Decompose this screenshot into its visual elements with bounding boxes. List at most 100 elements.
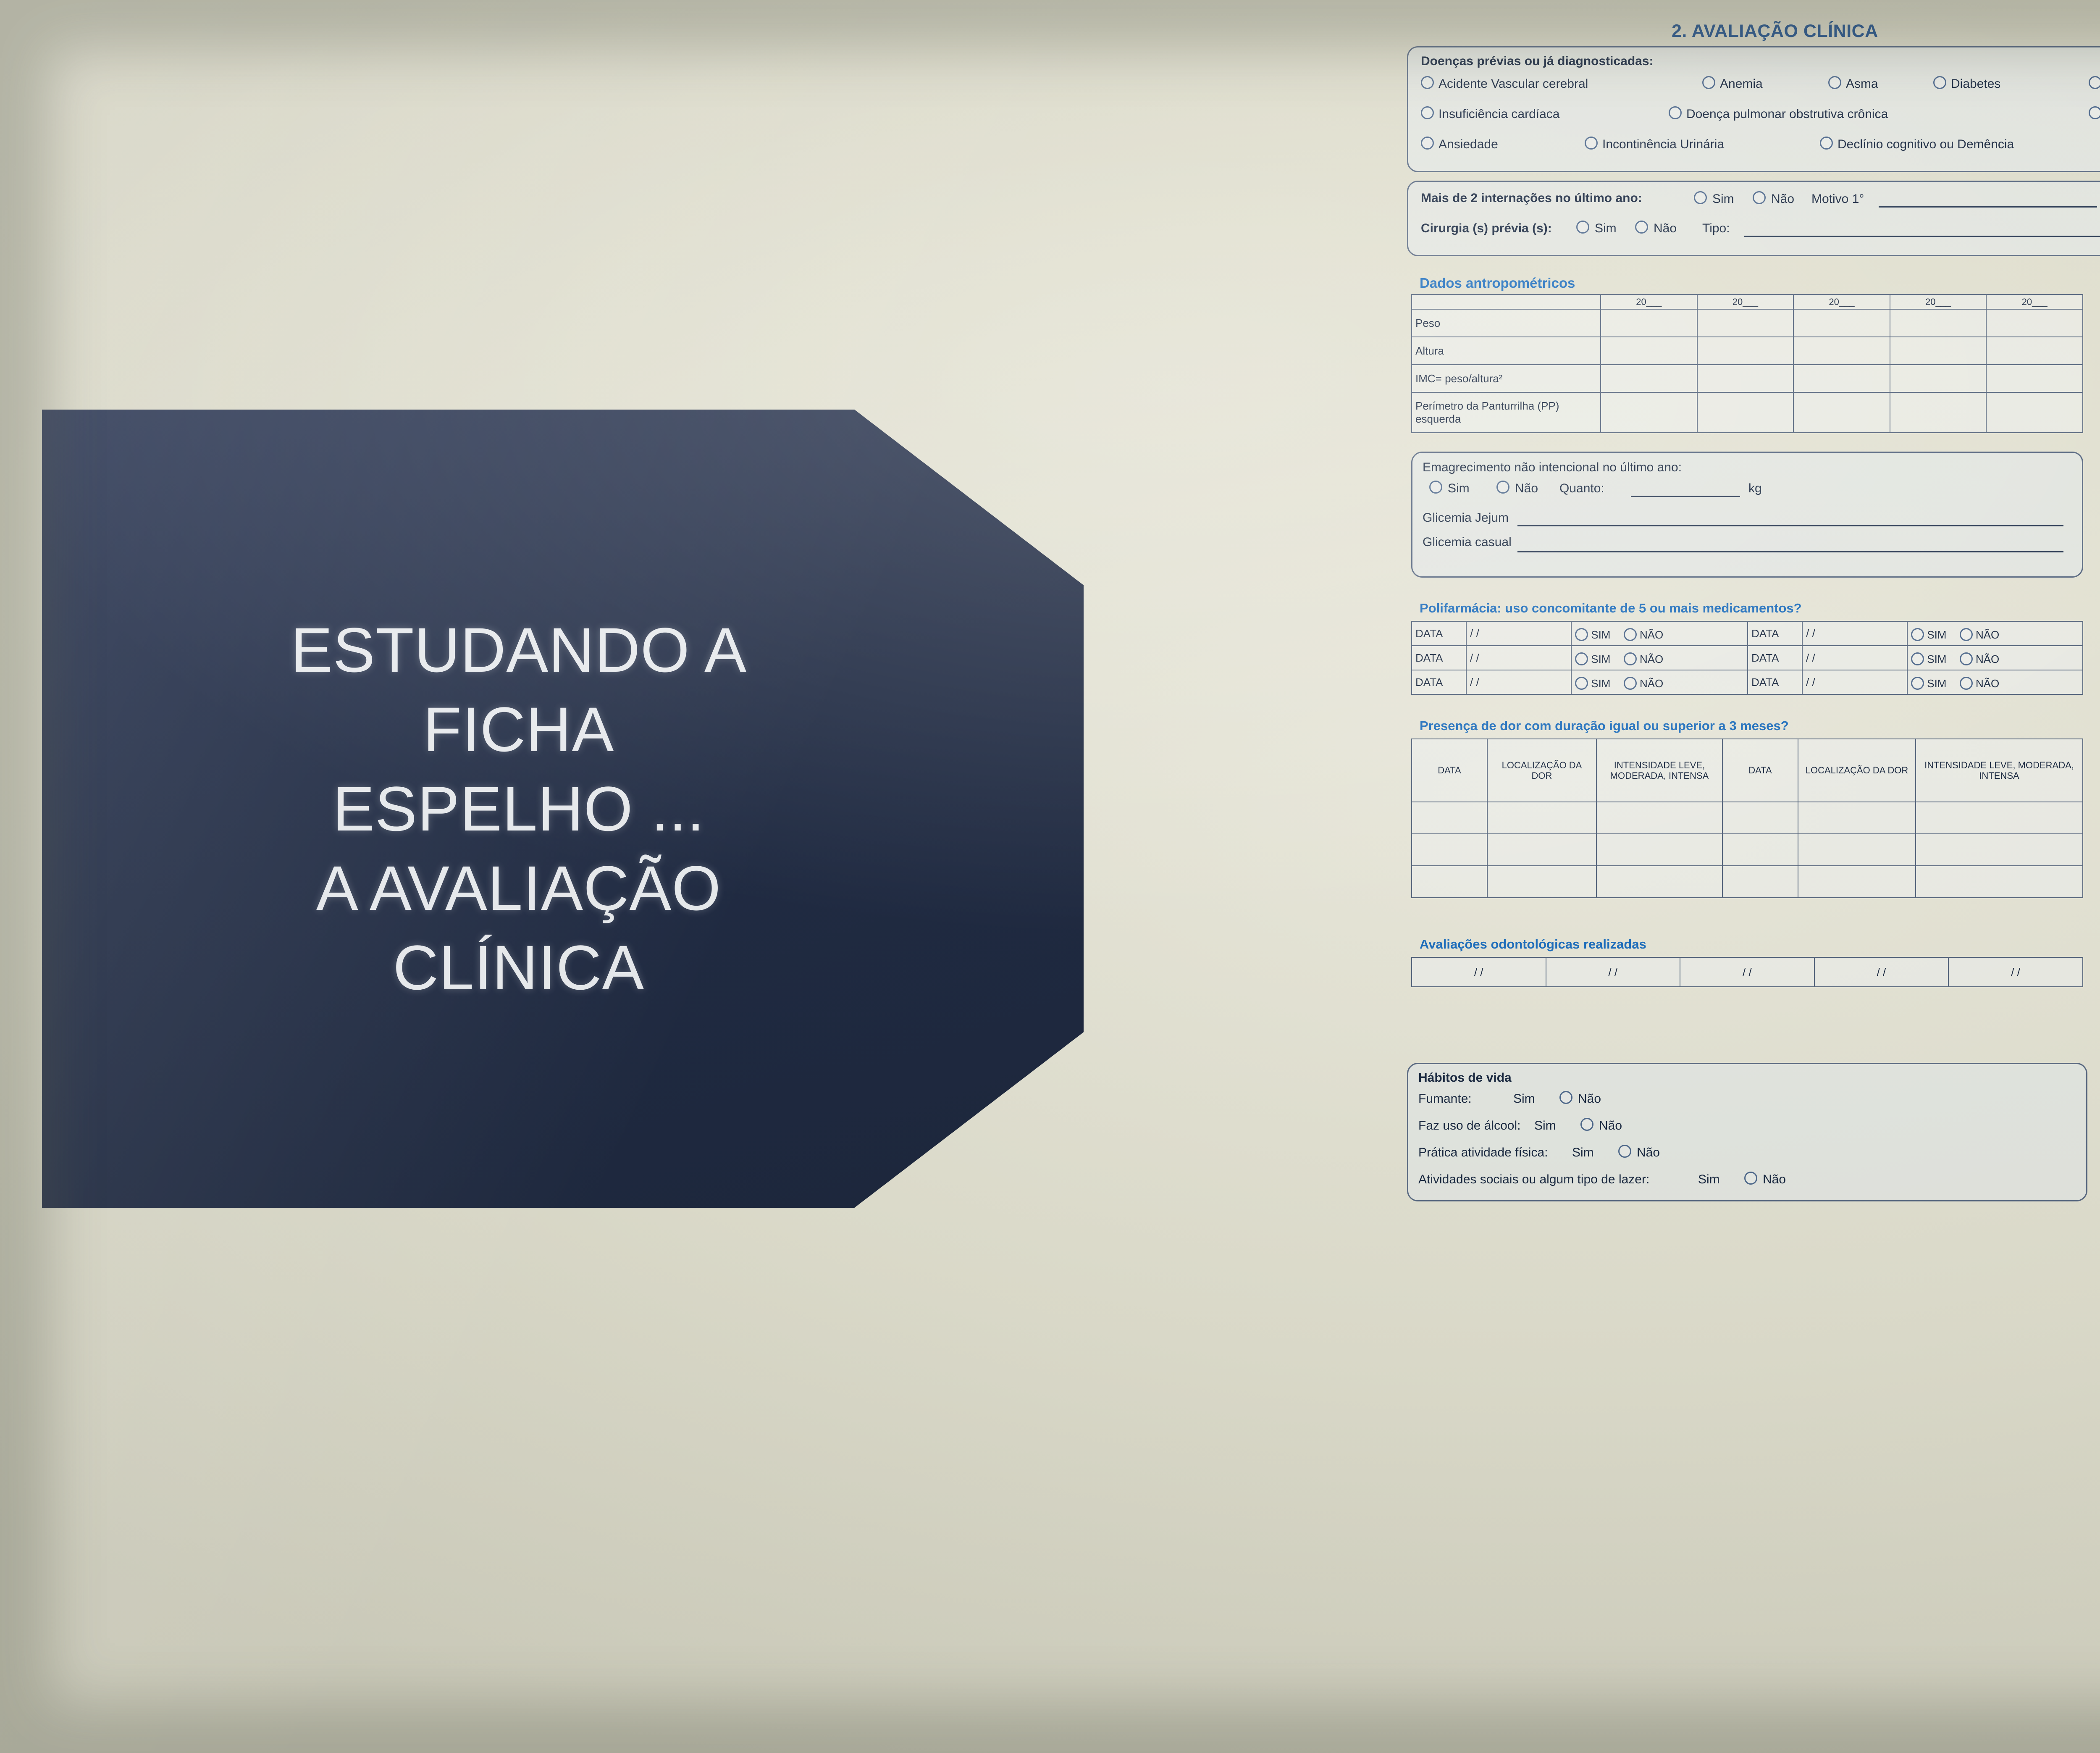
glicemia-casual-label: Glicemia casual [1423, 535, 1512, 549]
poly-date-value[interactable]: / / [1466, 645, 1572, 670]
radio-diabetes[interactable] [1933, 76, 1946, 89]
cell[interactable] [1986, 309, 2083, 338]
dental-cell-1[interactable]: / / [1411, 957, 1546, 987]
cell[interactable] [1986, 336, 2083, 365]
cell[interactable] [1793, 336, 1890, 365]
cell[interactable] [1596, 865, 1723, 898]
radio-poly-no[interactable] [1623, 652, 1637, 665]
radio-poly-yes[interactable] [1575, 652, 1588, 665]
poly-date-value-2[interactable]: / / [1802, 670, 1908, 695]
radio-declinio-cognitivo[interactable] [1820, 137, 1833, 150]
radio-poly-no-2[interactable] [1959, 677, 1973, 690]
poly-yesno-1[interactable]: SIM NÃO [1571, 645, 1748, 670]
radio-poly-yes-2[interactable] [1911, 652, 1924, 665]
radio-exercise-no[interactable] [1618, 1145, 1631, 1158]
anthro-row-head [1411, 294, 1601, 310]
anthro-row-altura: Altura [1411, 336, 1601, 365]
radio-surgery-yes[interactable] [1576, 221, 1589, 234]
radio-poly-no[interactable] [1623, 677, 1637, 690]
radio-weightloss-yes[interactable] [1429, 481, 1442, 494]
radio-poly-no-2[interactable] [1959, 652, 1973, 665]
cell[interactable] [1696, 309, 1794, 338]
anthro-row-pp: Perímetro da Panturrilha (PP) esquerda [1411, 392, 1601, 434]
cell[interactable] [1600, 336, 1698, 365]
cell[interactable] [1798, 865, 1916, 898]
cell[interactable] [1889, 309, 1987, 338]
dental-cell-2[interactable]: / / [1545, 957, 1681, 987]
cell[interactable] [1986, 364, 2083, 393]
poly-date-value[interactable]: / / [1466, 670, 1572, 695]
cell[interactable] [1722, 833, 1798, 866]
cell[interactable] [1411, 833, 1488, 866]
cell[interactable] [1793, 392, 1890, 434]
poly-yesno-2[interactable]: SIM NÃO [1907, 670, 2083, 695]
radio-smoking-no[interactable] [1559, 1091, 1572, 1104]
radio-hipertensao[interactable] [2089, 76, 2100, 89]
cell[interactable] [1889, 392, 1987, 434]
cell[interactable] [1793, 364, 1890, 393]
cell[interactable] [1889, 336, 1987, 365]
radio-ansiedade[interactable] [1421, 137, 1434, 150]
cell[interactable] [1889, 364, 1987, 393]
cell[interactable] [1915, 865, 2083, 898]
page-title: 2. AVALIAÇÃO CLÍNICA [1672, 21, 1878, 41]
cell[interactable] [1696, 336, 1794, 365]
poly-date-value-2[interactable]: / / [1802, 645, 1908, 670]
radio-poly-yes-2[interactable] [1911, 628, 1924, 641]
cell[interactable] [1696, 392, 1794, 434]
cell[interactable] [1487, 802, 1597, 834]
radio-dpoc[interactable] [1669, 106, 1682, 119]
cell[interactable] [1411, 802, 1488, 834]
cell[interactable] [1487, 833, 1597, 866]
radio-anemia[interactable] [1702, 76, 1715, 89]
glicemia-casual-line[interactable] [1517, 551, 2063, 552]
dental-cell-3[interactable]: / / [1680, 957, 1815, 987]
radio-poly-no[interactable] [1623, 628, 1637, 641]
radio-weightloss-no[interactable] [1496, 481, 1509, 494]
poly-yesno-2[interactable]: SIM NÃO [1907, 645, 2083, 670]
poly-date-value[interactable]: / / [1466, 621, 1572, 646]
radio-avc[interactable] [1421, 76, 1434, 89]
glicemia-jejum-line[interactable] [1517, 525, 2063, 526]
radio-incontinencia[interactable] [1585, 137, 1598, 150]
tipo-line[interactable] [1744, 236, 2100, 237]
radio-poly-yes-2[interactable] [1911, 677, 1924, 690]
cell[interactable] [1915, 802, 2083, 834]
cell[interactable] [1798, 833, 1916, 866]
radio-poly-no-2[interactable] [1959, 628, 1973, 641]
cell[interactable] [1411, 865, 1488, 898]
weightloss-quanto-line[interactable] [1631, 496, 1740, 497]
poly-yesno-1[interactable]: SIM NÃO [1571, 670, 1748, 695]
cell[interactable] [1696, 364, 1794, 393]
cell[interactable] [1793, 309, 1890, 338]
cell[interactable] [1986, 392, 2083, 434]
radio-admissions-yes[interactable] [1694, 191, 1707, 204]
motivo1-label: Motivo 1° [1811, 192, 1864, 206]
cell[interactable] [1600, 392, 1698, 434]
cell[interactable] [1798, 802, 1916, 834]
radio-asma[interactable] [1828, 76, 1841, 89]
dental-cell-4[interactable]: / / [1814, 957, 1949, 987]
radio-poly-yes[interactable] [1575, 677, 1588, 690]
cell[interactable] [1487, 865, 1597, 898]
cell[interactable] [1596, 802, 1723, 834]
radio-surgery-no[interactable] [1635, 221, 1648, 234]
radio-ulcera[interactable] [2089, 106, 2100, 119]
banner-line-1: ESTUDANDO A [290, 614, 747, 685]
radio-admissions-no[interactable] [1753, 191, 1766, 204]
motivo1-line[interactable] [1879, 206, 2097, 208]
cell[interactable] [1722, 865, 1798, 898]
dental-cell-5[interactable]: / / [1948, 957, 2083, 987]
radio-insuf-cardiaca[interactable] [1421, 106, 1434, 119]
radio-social-no[interactable] [1744, 1172, 1757, 1185]
radio-alcohol-no[interactable] [1580, 1118, 1593, 1131]
cell[interactable] [1915, 833, 2083, 866]
radio-poly-yes[interactable] [1575, 628, 1588, 641]
cell[interactable] [1600, 364, 1698, 393]
poly-yesno-1[interactable]: SIM NÃO [1571, 621, 1748, 646]
cell[interactable] [1722, 802, 1798, 834]
cell[interactable] [1596, 833, 1723, 866]
poly-yesno-2[interactable]: SIM NÃO [1907, 621, 2083, 646]
poly-date-value-2[interactable]: / / [1802, 621, 1908, 646]
cell[interactable] [1600, 309, 1698, 338]
